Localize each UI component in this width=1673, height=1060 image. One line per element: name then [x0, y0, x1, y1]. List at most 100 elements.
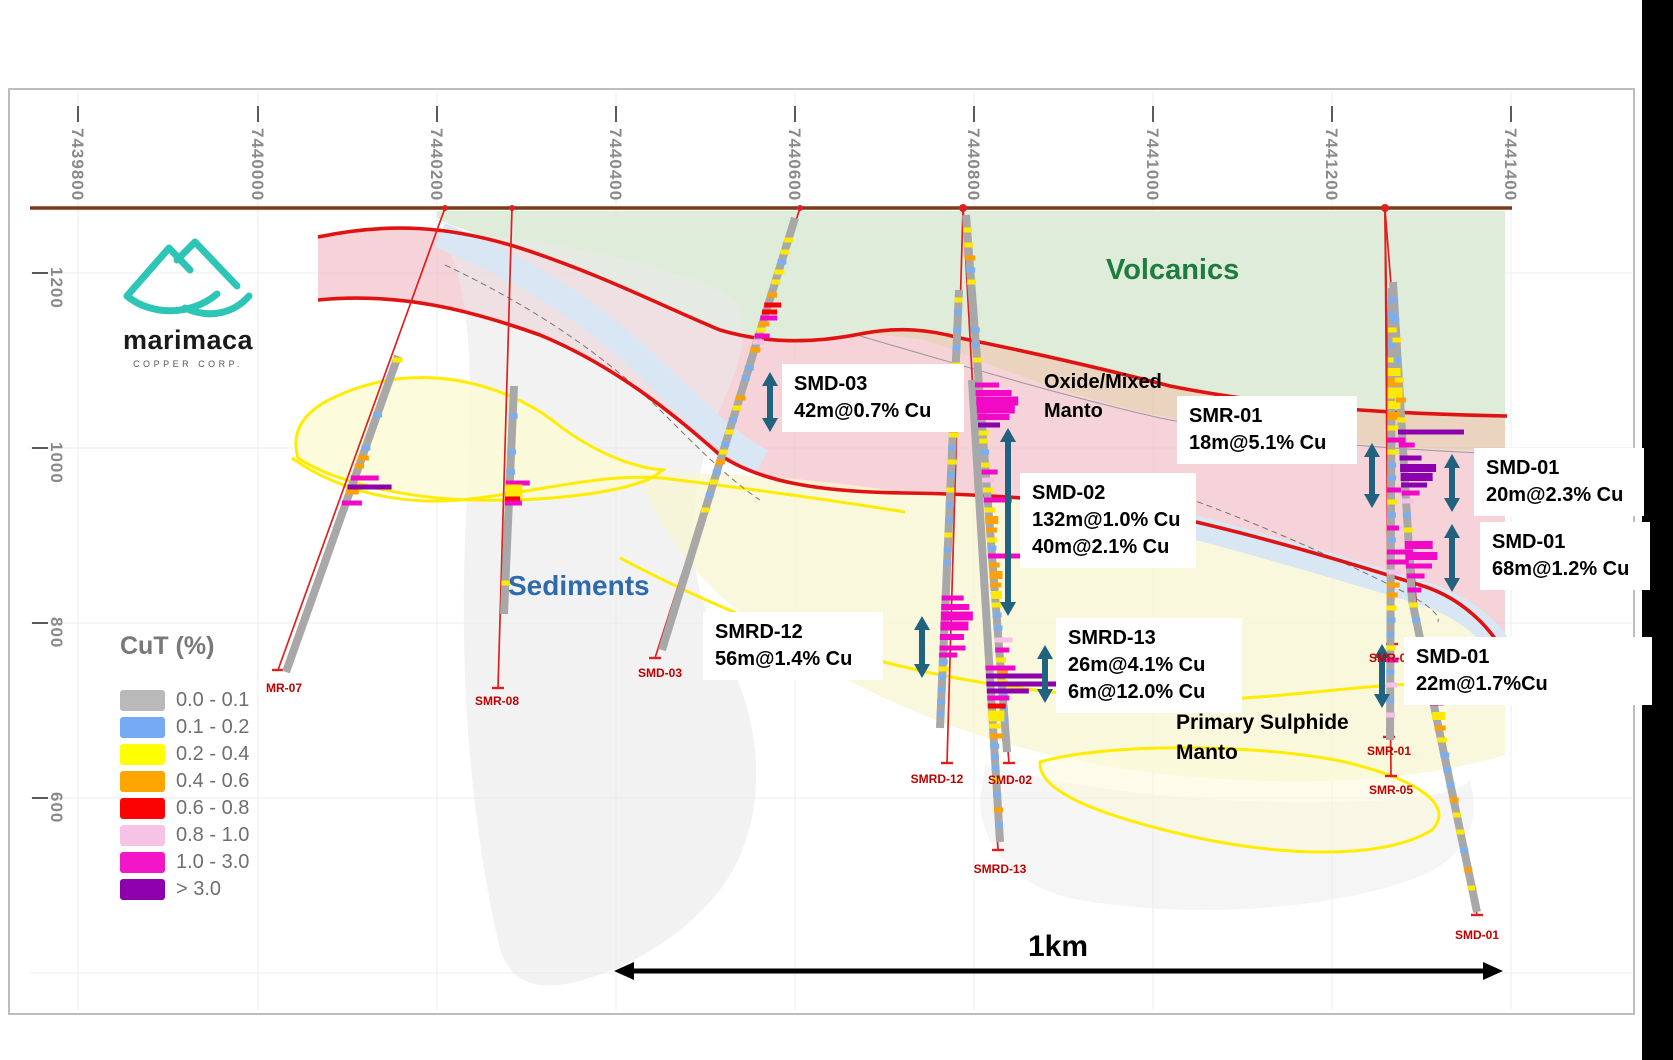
grade-interval [1399, 455, 1422, 461]
grade-interval [983, 497, 1012, 503]
grade-interval [1396, 397, 1407, 403]
grade-interval [982, 487, 993, 493]
grade-interval [996, 669, 1008, 675]
grade-interval [987, 703, 1006, 709]
grade-interval [1402, 498, 1415, 504]
grade-interval [764, 302, 782, 308]
callout-line: 6m@12.0% Cu [1068, 681, 1206, 703]
top-axis-tick [1510, 106, 1512, 122]
grade-interval [989, 571, 1003, 579]
grade-interval [741, 375, 750, 381]
grade-interval [1386, 645, 1396, 651]
grade-interval [1402, 512, 1411, 518]
grade-interval [709, 479, 718, 485]
logo-subtitle: COPPER CORP. [133, 359, 243, 369]
grade-interval [1386, 537, 1396, 543]
grade-interval [954, 309, 963, 315]
callout-smrd12: SMRD-12 56m@1.4% Cu [703, 612, 883, 680]
top-axis-tick-label: 7441000 [1143, 128, 1162, 202]
legend-range-label: 0.2 - 0.4 [176, 743, 250, 765]
grade-interval [946, 472, 955, 478]
left-axis-tick-label: 800 [47, 617, 66, 649]
grade-interval [1391, 317, 1400, 323]
grade-interval [967, 279, 977, 285]
callout-line: SMRD-12 [715, 621, 803, 643]
grade-interval [1432, 712, 1446, 720]
grade-interval [1386, 682, 1398, 688]
interval-arrow [1364, 443, 1380, 508]
mountain-logo-icon [123, 238, 253, 318]
drill-label-SMD-03: SMD-03 [637, 666, 683, 680]
grade-interval [986, 688, 1029, 694]
grade-interval [985, 673, 1044, 679]
geology-contact-dashed-right [1149, 484, 1439, 623]
grade-interval [1386, 559, 1409, 565]
interval-arrow [1444, 524, 1460, 592]
grade-interval [995, 657, 1006, 663]
drill-trace-MR-07 [282, 354, 402, 674]
grade-interval [984, 507, 996, 513]
grade-interval [954, 297, 963, 303]
grade-interval [345, 489, 359, 495]
grade-interval [986, 527, 998, 533]
grade-interval [975, 390, 1012, 396]
legend-range-label: 0.0 - 0.1 [176, 689, 250, 711]
interval-arrow [762, 372, 778, 432]
grade-interval [1387, 368, 1401, 376]
callout-line: SMD-01 [1492, 531, 1566, 553]
grade-interval [998, 692, 1008, 698]
grade-interval [1386, 669, 1395, 675]
legend-range-label: 0.6 - 0.8 [176, 797, 250, 819]
scale-bar-label: 1km [1027, 930, 1089, 963]
grade-interval [1437, 737, 1448, 743]
grade-interval [994, 807, 1004, 813]
grade-interval [990, 754, 999, 760]
grade-interval [1387, 378, 1401, 386]
top-axis-tick-label: 7440600 [785, 128, 804, 202]
callout-smd01c: SMD-01 22m@1.7%Cu [1404, 637, 1652, 705]
grade-interval [505, 496, 521, 502]
grade-interval [1404, 541, 1433, 549]
grade-interval [1387, 499, 1398, 505]
top-axis-tick [1152, 106, 1154, 122]
grade-interval [1387, 312, 1397, 318]
grade-interval [979, 438, 989, 444]
callout-smr01: SMR-01 18m@5.1% Cu [1177, 396, 1357, 464]
grade-interval [938, 666, 949, 672]
grade-interval [963, 227, 973, 233]
grade-interval [988, 562, 1000, 568]
grade-interval [1387, 401, 1401, 409]
grade-interval [361, 445, 371, 451]
left-axis-tick [32, 622, 48, 624]
company-logo: marimaca COPPER CORP. [108, 232, 268, 369]
grade-interval [777, 259, 787, 265]
grade-interval [735, 395, 746, 401]
geology-blue-band-left [435, 222, 769, 474]
grade-interval [937, 699, 946, 705]
legend-range-label: 0.8 - 1.0 [176, 824, 250, 846]
top-axis-tick [77, 106, 79, 122]
interval-arrow [1000, 428, 1016, 616]
legend-row: 0.2 - 0.4 [108, 741, 249, 768]
grade-interval [971, 342, 980, 348]
geology-sediments-gray [440, 230, 757, 986]
callout-smd03: SMD-03 42m@0.7% Cu [782, 364, 964, 432]
volcanics-label: Volcanics [1106, 254, 1240, 286]
callout-line: 18m@5.1% Cu [1189, 432, 1327, 454]
grade-interval [1407, 587, 1422, 593]
top-axis-tick-label: 7440200 [427, 128, 446, 202]
grade-interval [991, 602, 1002, 608]
legend-swatch [120, 852, 165, 873]
top-axis-tick-label: 7440000 [248, 128, 267, 202]
legend-swatch [120, 825, 165, 846]
grade-interval [986, 681, 1059, 687]
grade-interval [774, 269, 785, 275]
callout-line: 56m@1.4% Cu [715, 648, 853, 670]
drill-label-MR-07: MR-07 [265, 681, 303, 695]
grade-interval [988, 723, 1001, 729]
top-axis-tick [615, 106, 617, 122]
interval-arrow [1374, 644, 1390, 708]
grade-interval [936, 711, 945, 717]
drill-line-MR-07 [277, 207, 446, 671]
grade-interval [937, 687, 946, 693]
